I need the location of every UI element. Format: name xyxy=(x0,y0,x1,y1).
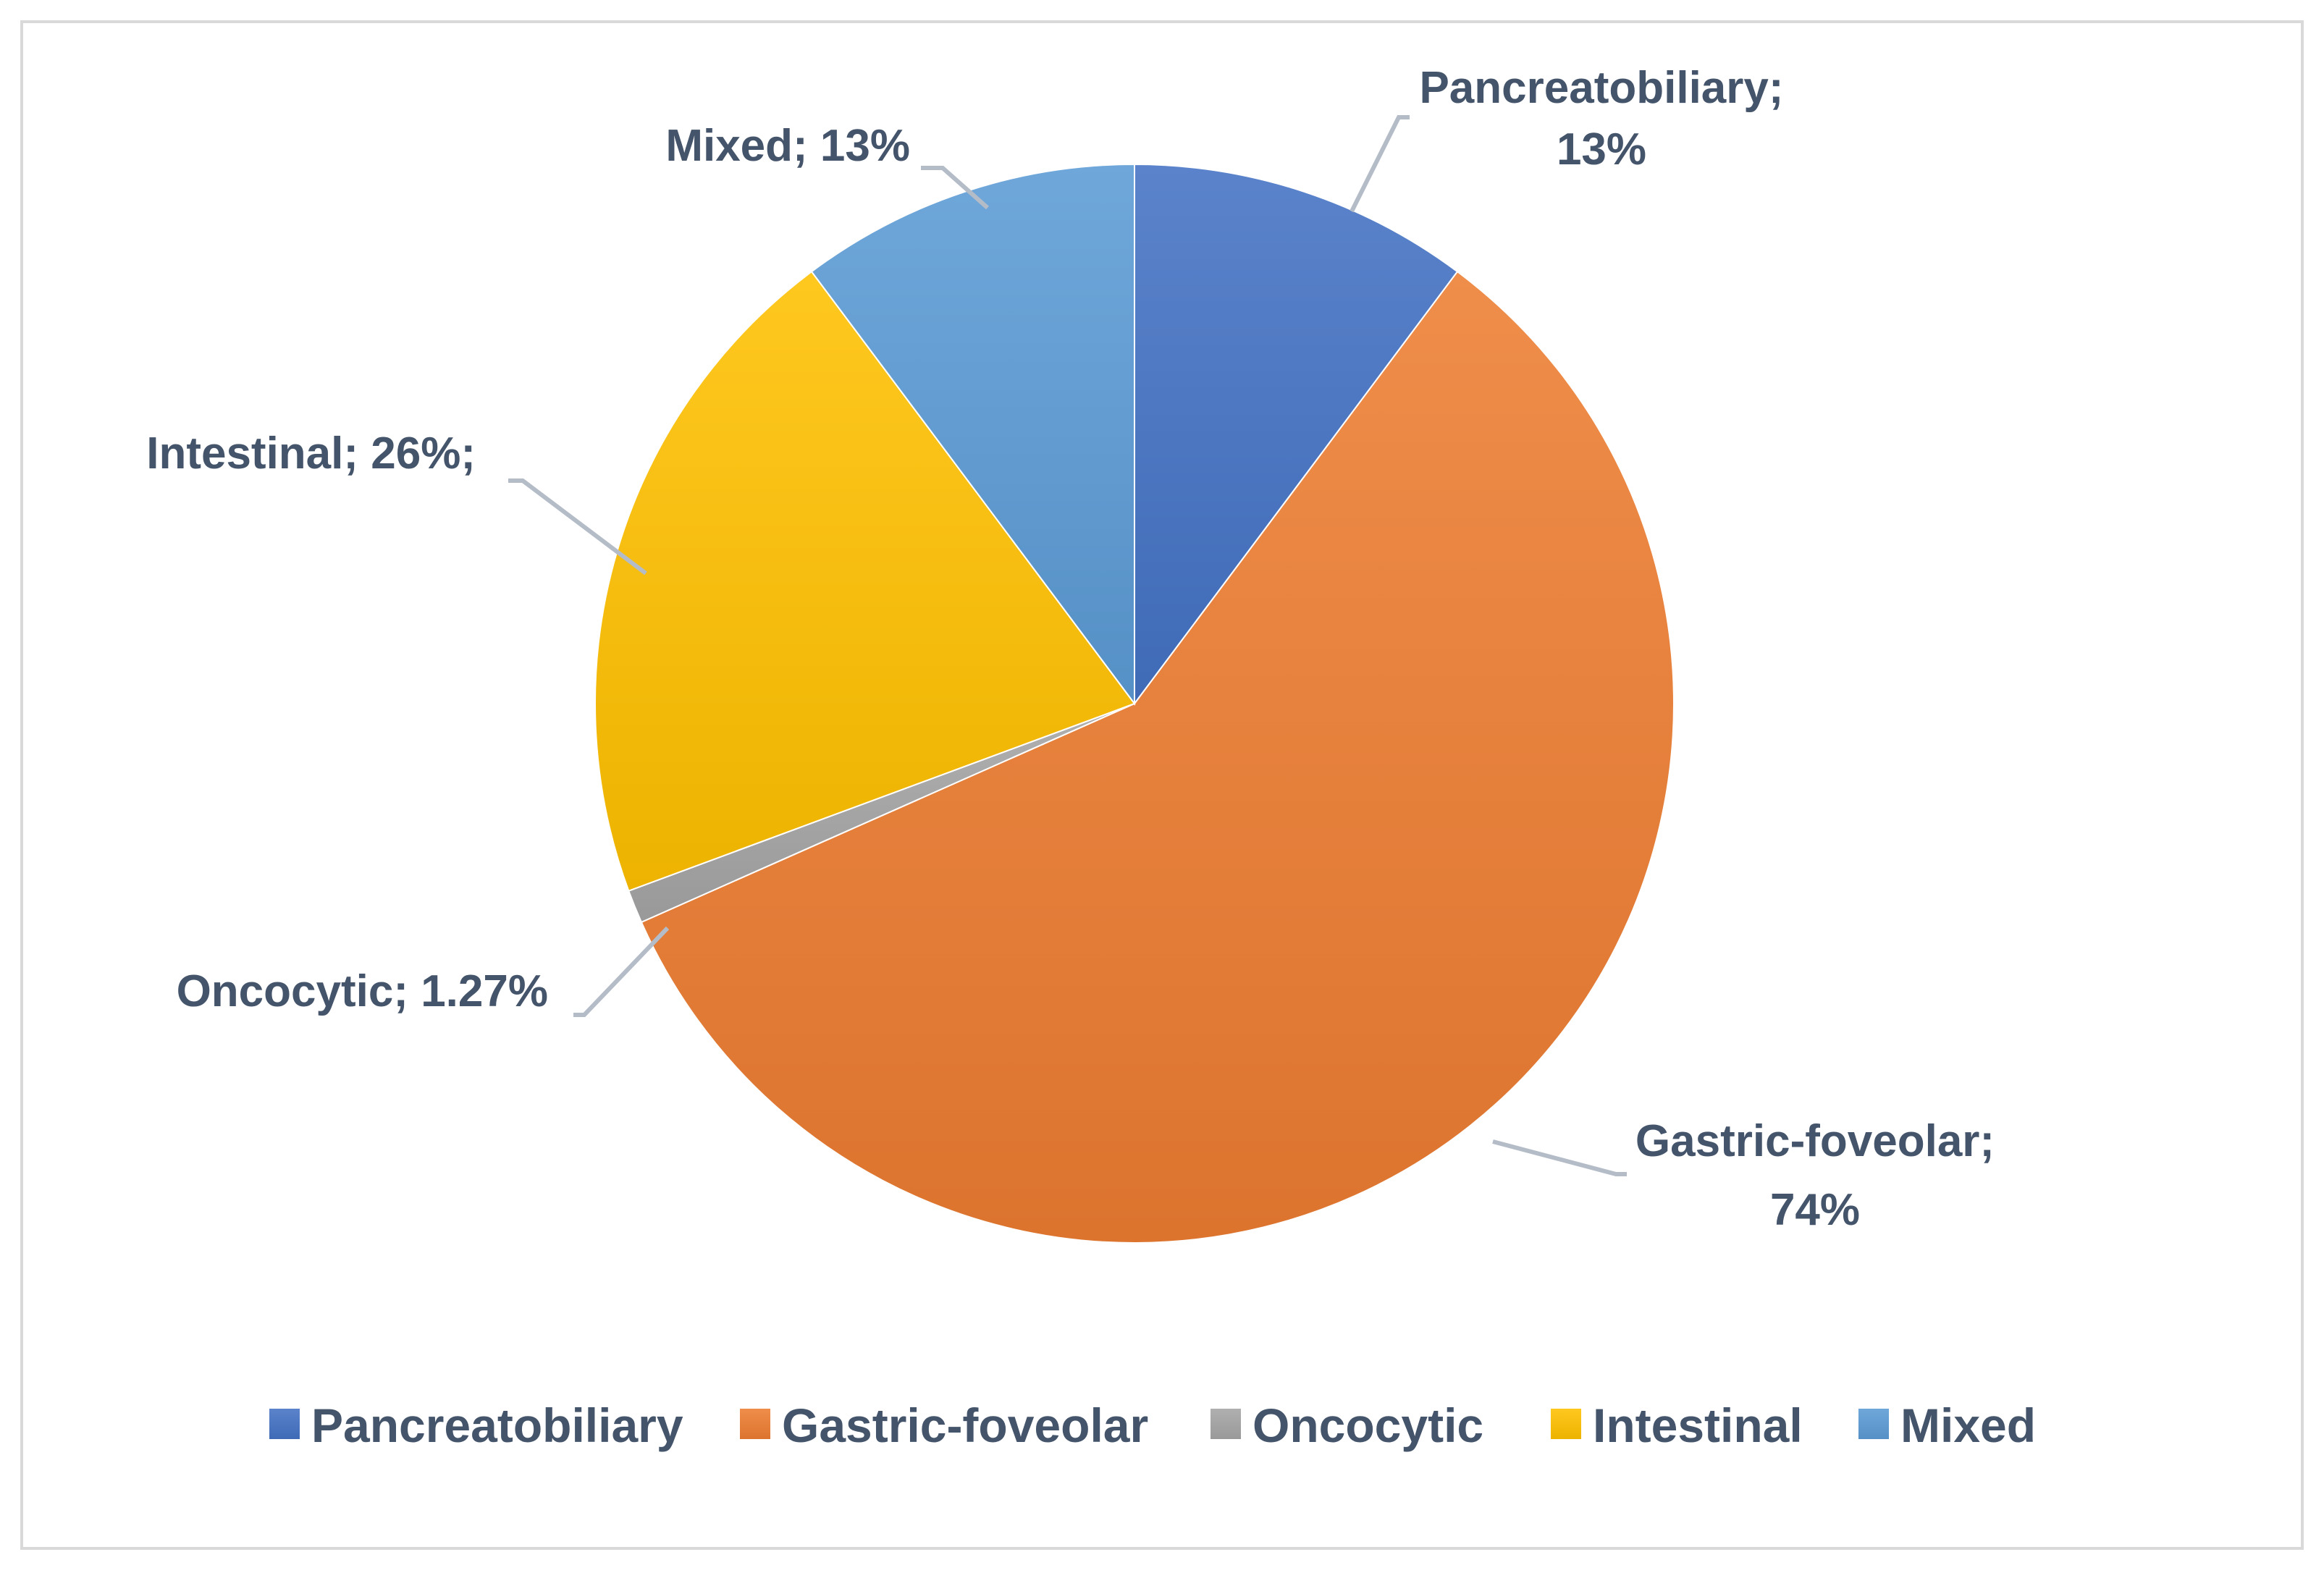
legend-item-oncocytic: Oncocytic xyxy=(1211,1399,1483,1452)
legend-label-mixed: Mixed xyxy=(1900,1399,2036,1452)
data-label-gastric-foveolar: Gastric-foveolar; xyxy=(1635,1116,1995,1166)
pie-slice-gastric-foveolar xyxy=(640,270,1675,1244)
legend-item-gastric-foveolar: Gastric-foveolar xyxy=(740,1399,1148,1452)
legend-swatch-gastric-foveolar xyxy=(740,1409,770,1439)
pie-slice-mixed xyxy=(810,163,1135,707)
pie-chart: Pancreatobiliary; 13% Gastric-foveolar; 74%… xyxy=(146,63,2036,1452)
legend-label-intestinal: Intestinal xyxy=(1593,1399,1803,1452)
data-label-pancreatobiliary: Pancreatobiliary; xyxy=(1419,63,1783,113)
legend-item-pancreatobiliary: Pancreatobiliary xyxy=(269,1399,683,1452)
data-label-mixed: Mixed; 13% xyxy=(665,121,910,171)
leader-line-oncocytic xyxy=(573,926,670,1017)
leader-line-intestinal xyxy=(508,478,647,575)
legend-label-pancreatobiliary: Pancreatobiliary xyxy=(311,1399,683,1452)
legend-item-mixed: Mixed xyxy=(1858,1399,2036,1452)
legend-label-gastric-foveolar: Gastric-foveolar xyxy=(782,1399,1148,1452)
legend-swatch-mixed xyxy=(1858,1409,1889,1439)
leader-line-gastric-foveolar xyxy=(1492,1139,1627,1176)
data-label-oncocytic: Oncocytic; 1.27% xyxy=(177,966,548,1016)
legend-swatch-oncocytic xyxy=(1211,1409,1241,1439)
pie-slice-pancreatobiliary xyxy=(1134,163,1459,707)
data-label-value-pancreatobiliary: 13% xyxy=(1557,125,1646,174)
chart-frame: Pancreatobiliary; 13% Gastric-foveolar; 74%… xyxy=(20,20,2304,1550)
data-label-intestinal: Intestinal; 26%; xyxy=(146,429,476,478)
legend-swatch-pancreatobiliary xyxy=(269,1409,300,1439)
legend-item-intestinal: Intestinal xyxy=(1551,1399,1803,1452)
data-label-value-gastric-foveolar: 74% xyxy=(1770,1185,1860,1235)
legend-swatch-intestinal xyxy=(1551,1409,1581,1439)
legend-label-oncocytic: Oncocytic xyxy=(1252,1399,1483,1452)
leader-line-mixed xyxy=(921,166,989,210)
leader-line-pancreatobiliary xyxy=(1350,115,1410,213)
